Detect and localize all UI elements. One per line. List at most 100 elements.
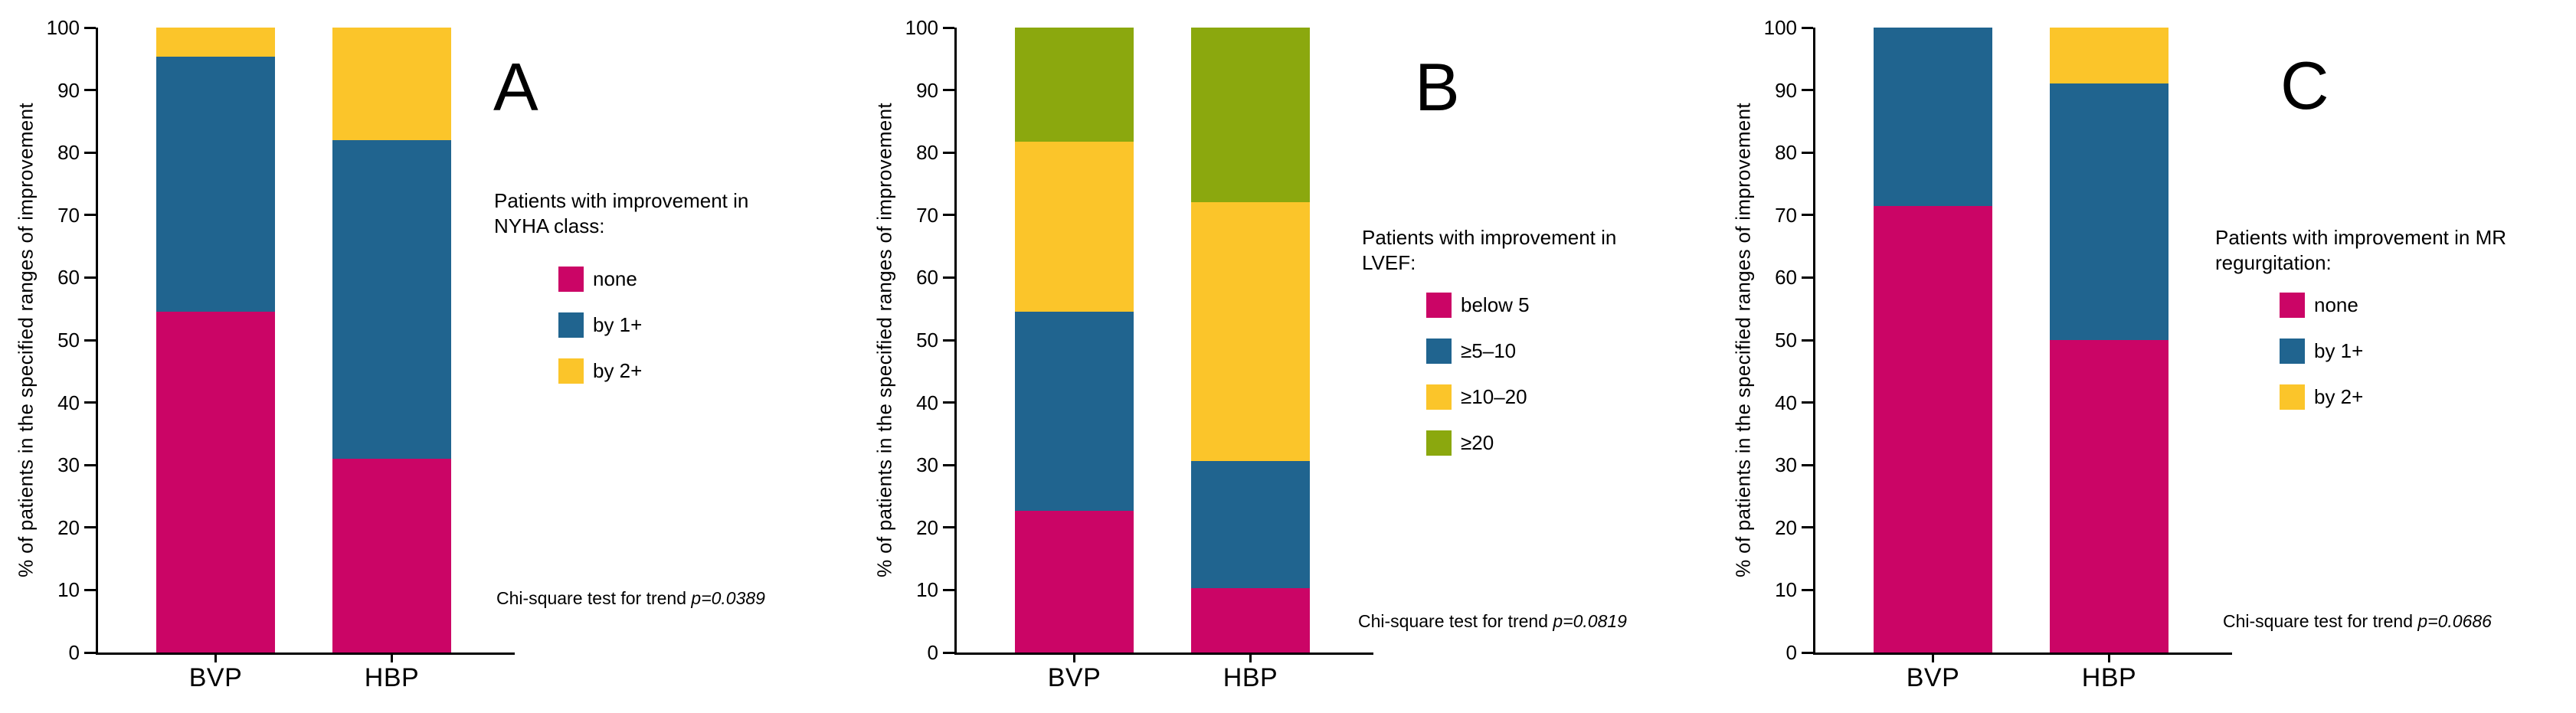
legend-swatch [2280,384,2305,410]
y-tick-label: 30 [1775,453,1797,477]
panel-c: % of patients in the specified ranges of… [1717,0,2576,713]
y-tick-mark [943,526,954,529]
legend-item: ≥10–20 [1426,384,1616,410]
y-axis-line [1813,28,1815,655]
y-tick-label: 50 [916,329,938,352]
panel-b: % of patients in the specified ranges of… [859,0,1717,713]
y-tick-mark [1802,588,1813,591]
y-tick-mark [943,151,954,154]
x-tick-mark [391,655,393,662]
legend-item-label: by 2+ [2314,385,2364,408]
legend-item-label: below 5 [1461,293,1530,316]
y-tick-label: 70 [1775,203,1797,227]
x-tick-mark [2108,655,2110,662]
legend-item-label: ≥5–10 [1461,339,1517,362]
bar-segment-510 [1015,312,1134,511]
bar-segment-below5 [1191,587,1310,652]
x-category-label: BVP [188,663,243,692]
legend: Patients with improvement in MR regurgit… [2215,225,2506,430]
y-tick-mark [84,89,96,92]
legend-swatch [1426,430,1452,456]
y-tick-label: 30 [57,453,80,477]
y-tick-label: 0 [1786,641,1797,664]
legend-title-line: regurgitation: [2215,251,2332,274]
y-tick-mark [84,214,96,217]
y-tick-mark [943,651,954,654]
legend-item: ≥20 [1426,430,1616,456]
legend-item-label: none [593,267,637,290]
panel-letter: C [2280,47,2329,123]
y-tick-label: 80 [57,141,80,165]
legend-items: none by 1+ by 2+ [494,267,748,384]
y-tick-label: 80 [916,141,938,165]
legend-items: none by 1+ by 2+ [2215,293,2506,410]
y-tick-mark [84,588,96,591]
bar-segment-by2 [2050,28,2168,84]
bar-segment-1020 [1015,141,1134,312]
chi-square-annotation: Chi-square test for trend p=0.0819 [1358,611,1627,632]
bar-segment-by2 [156,28,275,57]
legend-title-line: Patients with improvement in [1362,226,1617,249]
legend-item-label: by 1+ [593,313,643,336]
panel-letter: B [1415,49,1460,125]
x-tick-mark [1249,655,1252,662]
y-tick-mark [943,89,954,92]
legend-title: Patients with improvement in MR regurgit… [2215,225,2506,276]
y-tick-mark [84,26,96,29]
bar-segment-below5 [1015,510,1134,652]
x-category-label: HBP [2081,663,2137,692]
bar-segment-none [1874,206,1992,652]
legend-item: by 2+ [558,358,748,384]
y-tick-label: 0 [68,641,80,664]
y-tick-mark [1802,401,1813,404]
y-tick-label: 70 [916,203,938,227]
y-tick-mark [943,339,954,342]
y-tick-mark [1802,276,1813,279]
y-tick-label: 90 [1775,78,1797,102]
y-tick-mark [943,276,954,279]
bar-segment-1020 [1191,202,1310,462]
y-tick-label: 80 [1775,141,1797,165]
y-tick-label: 90 [57,78,80,102]
x-tick-mark [1932,655,1934,662]
y-tick-mark [943,401,954,404]
p-value: p=0.0819 [1553,611,1627,631]
y-tick-mark [84,651,96,654]
legend-item-label: by 1+ [2314,339,2364,362]
legend-item: by 2+ [2280,384,2506,410]
legend-item-label: none [2314,293,2358,316]
bar-segment-none [332,459,451,652]
y-tick-label: 100 [46,16,80,39]
y-tick-mark [1802,339,1813,342]
bar-segment-by1 [2050,83,2168,340]
legend-item-label: ≥10–20 [1461,385,1527,408]
legend-item-label: ≥20 [1461,431,1494,454]
y-tick-label: 50 [1775,329,1797,352]
y-tick-mark [1802,89,1813,92]
y-axis-line [954,28,957,655]
y-tick-mark [943,26,954,29]
legend: Patients with improvement in LVEF: below… [1362,225,1616,476]
panel-letter: A [493,49,538,125]
bar-segment-by2 [332,28,451,140]
bar-segment-20 [1191,28,1310,203]
x-category-label: HBP [364,663,420,692]
legend-swatch [1426,339,1452,364]
legend-swatch [2280,339,2305,364]
x-category-label: HBP [1223,663,1278,692]
legend-swatch [558,267,584,292]
x-category-label: BVP [1906,663,1960,692]
y-tick-label: 90 [916,78,938,102]
y-tick-mark [943,463,954,466]
x-axis-line [96,652,515,655]
legend: Patients with improvement in NYHA class:… [494,188,748,404]
y-tick-mark [84,151,96,154]
y-tick-label: 100 [1763,16,1797,39]
y-tick-label: 10 [57,578,80,602]
legend-swatch [1426,293,1452,318]
x-axis-line [1813,652,2232,655]
legend-item: by 1+ [558,312,748,338]
legend-title-line: NYHA class: [494,214,605,237]
y-tick-label: 10 [1775,578,1797,602]
y-tick-mark [1802,526,1813,529]
